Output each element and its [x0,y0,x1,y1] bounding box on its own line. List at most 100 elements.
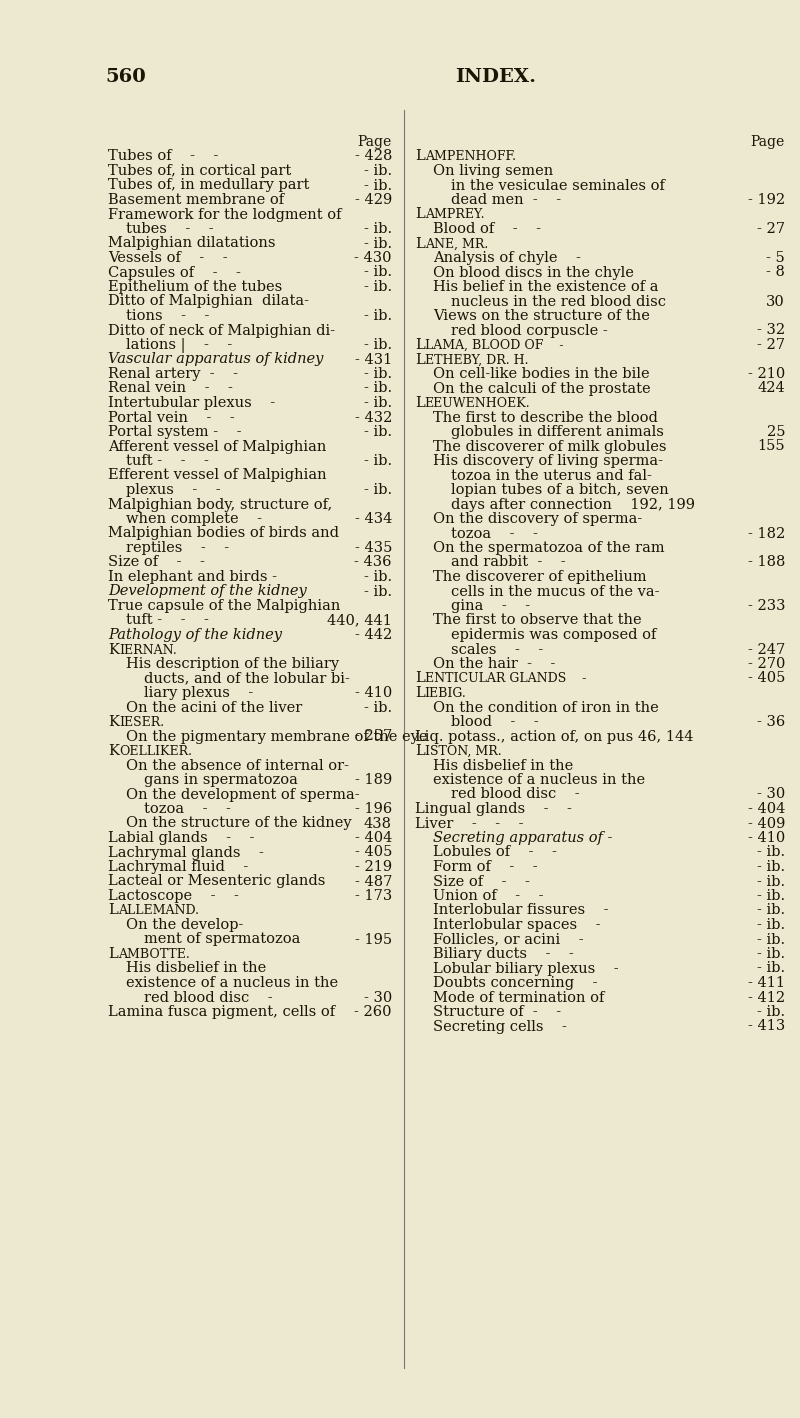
Text: - 173: - 173 [354,889,392,903]
Text: - 182: - 182 [748,526,785,540]
Text: blood    -    -: blood - - [451,715,538,729]
Text: Labial glands    -    -: Labial glands - - [108,831,254,845]
Text: existence of a nucleus in the: existence of a nucleus in the [433,773,645,787]
Text: His disbelief in the: His disbelief in the [126,961,266,976]
Text: 25: 25 [766,425,785,440]
Text: Biliary ducts    -    -: Biliary ducts - - [433,947,574,961]
Text: cells in the mucus of the va-: cells in the mucus of the va- [451,584,659,598]
Text: Lamina fusca pigment, cells of: Lamina fusca pigment, cells of [108,1005,335,1020]
Text: On the absence of internal or-: On the absence of internal or- [126,759,349,773]
Text: tuft -    -    -: tuft - - - [126,614,209,628]
Text: Lingual glands    -    -: Lingual glands - - [415,803,572,815]
Text: - 442: - 442 [354,628,392,642]
Text: - 257: - 257 [354,729,392,743]
Text: - 435: - 435 [354,542,392,554]
Text: L: L [415,353,425,366]
Text: 30: 30 [766,295,785,309]
Text: - 270: - 270 [748,657,785,671]
Text: - 429: - 429 [354,193,392,207]
Text: - 405: - 405 [748,672,785,685]
Text: Follicles, or acini    -: Follicles, or acini - [433,933,584,946]
Text: 440, 441: 440, 441 [327,614,392,628]
Text: - 195: - 195 [355,933,392,946]
Text: K: K [108,715,119,729]
Text: Doubts concerning    -: Doubts concerning - [433,976,598,990]
Text: - 5: - 5 [766,251,785,265]
Text: IEBIG.: IEBIG. [425,686,466,700]
Text: L: L [415,207,425,221]
Text: - 210: - 210 [748,367,785,381]
Text: Form of    -    -: Form of - - [433,859,538,873]
Text: Lacteal or Mesenteric glands: Lacteal or Mesenteric glands [108,875,326,889]
Text: - ib.: - ib. [757,917,785,932]
Text: - 405: - 405 [354,845,392,859]
Text: existence of a nucleus in the: existence of a nucleus in the [126,976,338,990]
Text: Renal vein    -    -: Renal vein - - [108,381,233,396]
Text: - 404: - 404 [354,831,392,845]
Text: - ib.: - ib. [364,700,392,715]
Text: Vascular apparatus of kidney: Vascular apparatus of kidney [108,353,323,366]
Text: - 219: - 219 [355,859,392,873]
Text: Lobular biliary plexus    -: Lobular biliary plexus - [433,961,618,976]
Text: - ib.: - ib. [364,164,392,179]
Text: On the condition of iron in the: On the condition of iron in the [433,700,658,715]
Text: - 431: - 431 [354,353,392,366]
Text: - 432: - 432 [354,410,392,424]
Text: - ib.: - ib. [364,396,392,410]
Text: ENTICULAR GLANDS    -: ENTICULAR GLANDS - [425,672,586,685]
Text: On cell-like bodies in the bile: On cell-like bodies in the bile [433,367,650,381]
Text: reptiles    -    -: reptiles - - [126,542,229,554]
Text: On the discovery of sperma-: On the discovery of sperma- [433,512,642,526]
Text: - 410: - 410 [748,831,785,845]
Text: Ditto of Malpighian  dilata-: Ditto of Malpighian dilata- [108,295,309,309]
Text: EEUWENHOEK.: EEUWENHOEK. [425,397,530,410]
Text: L: L [108,947,118,961]
Text: ETHEBY, DR. H.: ETHEBY, DR. H. [425,353,528,366]
Text: tions    -    -: tions - - [126,309,210,323]
Text: Capsules of    -    -: Capsules of - - [108,265,241,279]
Text: and rabbit  -    -: and rabbit - - [451,556,566,570]
Text: - 412: - 412 [748,991,785,1004]
Text: The discoverer of milk globules: The discoverer of milk globules [433,440,666,454]
Text: Secreting apparatus of -: Secreting apparatus of - [433,831,613,845]
Text: - ib.: - ib. [364,237,392,251]
Text: - 411: - 411 [748,976,785,990]
Text: The discoverer of epithelium: The discoverer of epithelium [433,570,646,584]
Text: Liver    -    -    -: Liver - - - [415,817,523,831]
Text: red blood corpuscle -: red blood corpuscle - [451,323,608,337]
Text: His description of the biliary: His description of the biliary [126,657,339,671]
Text: L: L [415,149,425,163]
Text: tuft -    -    -: tuft - - - [126,454,209,468]
Text: - 434: - 434 [354,512,392,526]
Text: His belief in the existence of a: His belief in the existence of a [433,279,658,294]
Text: Basement membrane of: Basement membrane of [108,193,284,207]
Text: - 8: - 8 [766,265,785,279]
Text: The first to describe the blood: The first to describe the blood [433,410,658,424]
Text: epidermis was composed of: epidermis was composed of [451,628,656,642]
Text: Afferent vessel of Malpighian: Afferent vessel of Malpighian [108,440,326,454]
Text: Structure of  -    -: Structure of - - [433,1005,561,1020]
Text: scales    -    -: scales - - [451,642,543,657]
Text: - ib.: - ib. [757,933,785,946]
Text: Size of    -    -: Size of - - [108,556,205,570]
Text: His disbelief in the: His disbelief in the [433,759,574,773]
Text: The first to observe that the: The first to observe that the [433,614,642,628]
Text: globules in different animals: globules in different animals [451,425,664,440]
Text: Portal system -    -: Portal system - - [108,425,242,440]
Text: - 410: - 410 [354,686,392,700]
Text: On the develop-: On the develop- [126,917,243,932]
Text: - ib.: - ib. [757,903,785,917]
Text: red blood disc    -: red blood disc - [144,991,273,1004]
Text: - ib.: - ib. [757,845,785,859]
Text: tozoa    -    -: tozoa - - [451,526,538,540]
Text: Liq. potass., action of, on pus 46, 144: Liq. potass., action of, on pus 46, 144 [415,729,694,743]
Text: 438: 438 [364,817,392,831]
Text: Page: Page [358,135,392,149]
Text: - ib.: - ib. [757,875,785,889]
Text: Efferent vessel of Malpighian: Efferent vessel of Malpighian [108,468,326,482]
Text: Lobules of    -    -: Lobules of - - [433,845,557,859]
Text: - ib.: - ib. [757,1005,785,1020]
Text: - ib.: - ib. [364,367,392,381]
Text: On living semen: On living semen [433,164,554,179]
Text: liary plexus    -: liary plexus - [144,686,254,700]
